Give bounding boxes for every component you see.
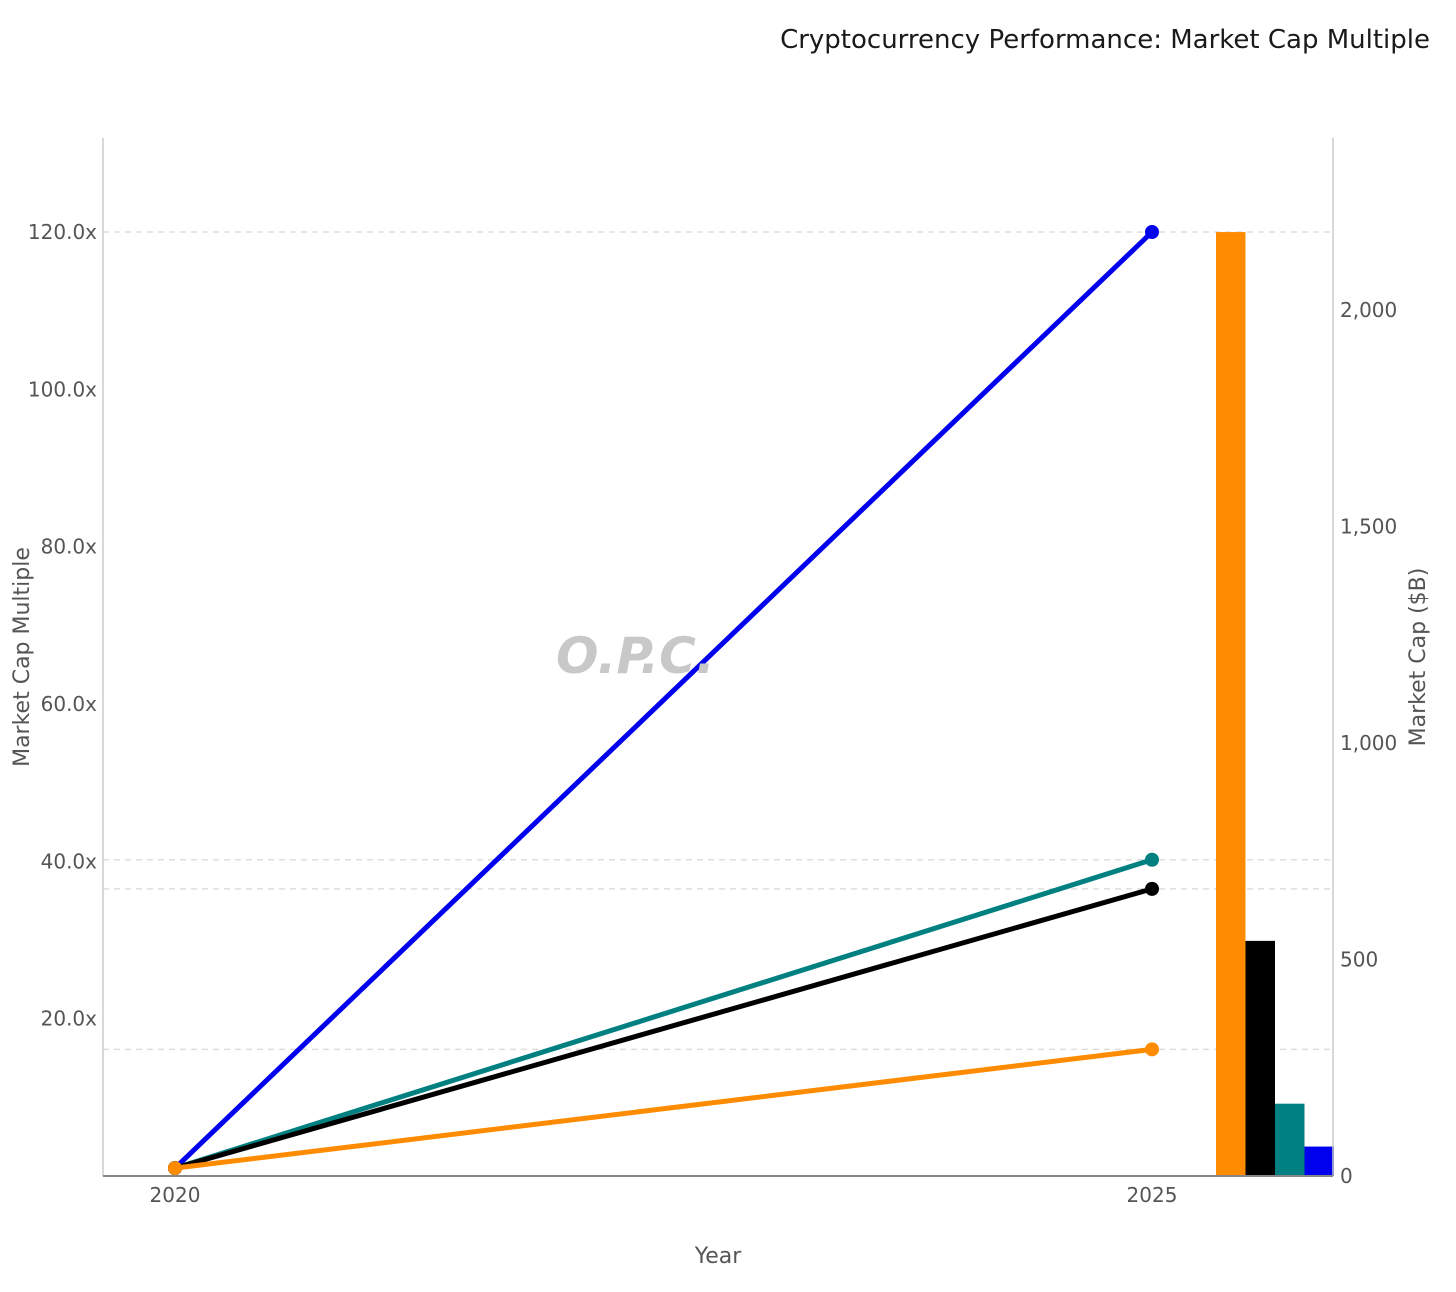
bar-series: [1216, 232, 1334, 1176]
y2-axis-label: Market Cap ($B): [1406, 568, 1431, 747]
line-series: [168, 225, 1159, 1176]
x-axis-label: Year: [694, 1244, 743, 1269]
series-line-2: [172, 886, 1155, 1171]
y2-tick-label: 1,000: [1340, 731, 1397, 755]
y-tick-label: 80.0x: [41, 535, 98, 559]
bar-3: [1304, 1146, 1334, 1176]
y2-tick-label: 2,000: [1340, 298, 1397, 322]
y-tick-label: 100.0x: [28, 377, 97, 401]
x-tick-label: 2025: [1127, 1183, 1178, 1207]
bar-1: [1245, 940, 1275, 1176]
bar-2: [1275, 1103, 1305, 1176]
chart-title: Cryptocurrency Performance: Market Cap M…: [780, 25, 1430, 55]
watermark: O.P.C.: [556, 627, 715, 685]
series-point-2-1: [1145, 881, 1159, 896]
y-tick-label: 40.0x: [41, 849, 98, 873]
bar-0: [1216, 232, 1246, 1176]
y2-tick-label: 1,500: [1340, 515, 1397, 539]
y-tick-label: 120.0x: [28, 220, 97, 244]
series-point-3-1: [1145, 1042, 1159, 1057]
y-axis-label: Market Cap Multiple: [10, 547, 35, 767]
x-tick-labels: 2020 2025: [150, 1183, 1178, 1207]
series-line-0: [172, 229, 1155, 1171]
y2-tick-label: 500: [1340, 948, 1378, 972]
series-point-1-1: [1145, 852, 1159, 867]
x-tick-label: 2020: [150, 1183, 201, 1207]
grid-lines: [103, 231, 1333, 1051]
y2-tick-labels: 0 500 1,000 1,500 2,000: [1340, 298, 1397, 1188]
y-tick-label: 60.0x: [41, 692, 98, 716]
y-tick-labels: 20.0x 40.0x 60.0x 80.0x 100.0x 120.0x: [28, 220, 97, 1031]
y-tick-label: 20.0x: [41, 1007, 98, 1031]
series-point-0-1: [1145, 225, 1159, 239]
series-line-1: [172, 857, 1155, 1171]
y2-tick-label: 0: [1340, 1164, 1353, 1188]
series-line-3: [172, 1046, 1155, 1171]
series-point-3-0: [168, 1161, 182, 1176]
